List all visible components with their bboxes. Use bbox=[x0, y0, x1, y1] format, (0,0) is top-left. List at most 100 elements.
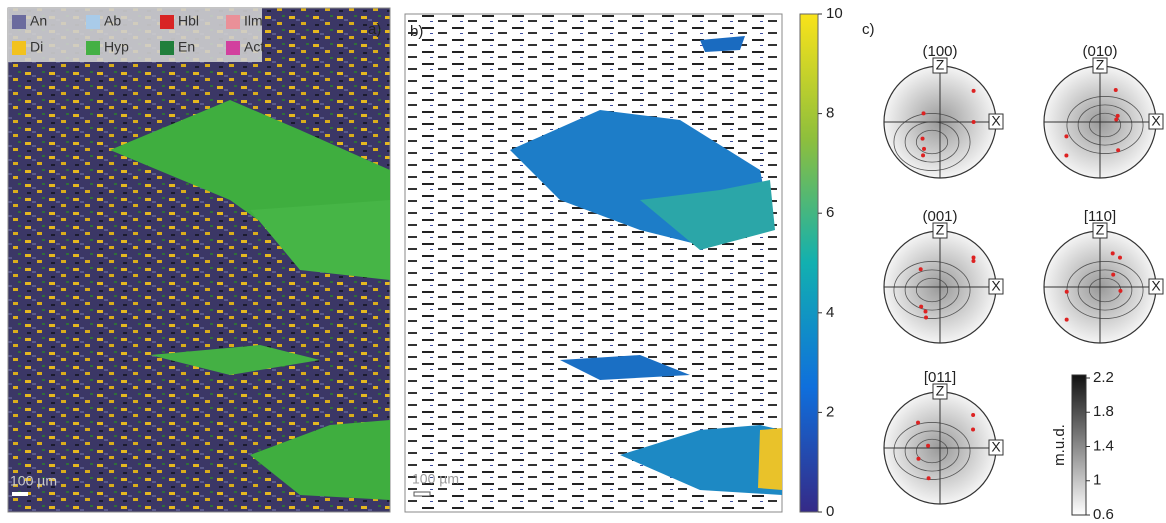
red-point bbox=[916, 456, 921, 461]
red-point bbox=[916, 420, 921, 425]
axis-label-box bbox=[988, 113, 1004, 130]
legend-swatch bbox=[226, 15, 240, 29]
red-point bbox=[921, 153, 926, 158]
pole-figure-title: [110] bbox=[1084, 208, 1116, 225]
axis-label-z: Z bbox=[936, 222, 945, 238]
red-point bbox=[924, 315, 929, 320]
red-point bbox=[1110, 251, 1115, 256]
hyp-grain bbox=[150, 345, 320, 375]
red-point bbox=[1116, 148, 1121, 153]
legend-label: Hbl bbox=[178, 13, 199, 29]
contour bbox=[893, 261, 971, 319]
axis-label-z: Z bbox=[936, 57, 945, 73]
contour bbox=[904, 269, 960, 311]
mud-tick-label: 0.6 bbox=[1093, 506, 1114, 523]
axis-label-x: X bbox=[1151, 278, 1161, 294]
mud-colorbar bbox=[1071, 374, 1087, 516]
axis-label-box bbox=[932, 57, 948, 74]
legend-swatch bbox=[160, 15, 174, 29]
red-point bbox=[1114, 117, 1119, 122]
axis-label-z: Z bbox=[1096, 222, 1105, 238]
axis-label-box bbox=[1092, 222, 1108, 239]
legend-swatch bbox=[226, 41, 240, 55]
mud-tick-label: 2.2 bbox=[1093, 369, 1114, 386]
contour bbox=[915, 277, 949, 303]
red-point bbox=[921, 111, 926, 116]
hyp-grain bbox=[250, 200, 390, 280]
legend-label: Ilm bbox=[244, 13, 263, 29]
contour bbox=[904, 430, 960, 472]
red-point bbox=[922, 146, 927, 151]
red-point bbox=[1064, 153, 1069, 158]
legend-label: En bbox=[178, 39, 195, 55]
contour bbox=[893, 422, 971, 480]
contour bbox=[1077, 269, 1133, 311]
colorbar-tick-label: 4 bbox=[826, 304, 834, 321]
red-point bbox=[920, 136, 925, 141]
scale-bar-label: 100 µm bbox=[10, 473, 57, 489]
axis-label-box bbox=[1148, 278, 1164, 295]
red-point bbox=[971, 427, 976, 432]
pole-figure-title: (010) bbox=[1082, 43, 1117, 60]
legend-swatch bbox=[86, 15, 100, 29]
red-point bbox=[1064, 317, 1069, 322]
red-point bbox=[1111, 272, 1116, 277]
scale-bar bbox=[413, 491, 431, 497]
red-point bbox=[971, 88, 976, 93]
red-point bbox=[971, 120, 976, 124]
axis-label-z: Z bbox=[936, 383, 945, 399]
axis-label-box bbox=[1148, 113, 1164, 130]
colorbar bbox=[799, 13, 819, 513]
pole-figure-title: [011] bbox=[924, 369, 956, 386]
red-point bbox=[1113, 88, 1118, 93]
scale-bar-label: 100 µm bbox=[412, 471, 459, 487]
axis-label-x: X bbox=[991, 439, 1001, 455]
red-point bbox=[1064, 289, 1069, 294]
axis-label-box bbox=[932, 222, 948, 239]
red-point bbox=[926, 443, 931, 448]
colorbar-tick-label: 6 bbox=[826, 204, 834, 221]
hyp-grain bbox=[250, 420, 390, 500]
legend-label: Di bbox=[30, 39, 43, 55]
axis-label-z: Z bbox=[1096, 57, 1105, 73]
red-point bbox=[971, 255, 976, 260]
contour bbox=[915, 129, 949, 155]
legend-label: Ab bbox=[104, 13, 121, 29]
axis-label-box bbox=[988, 278, 1004, 295]
red-point bbox=[1064, 134, 1069, 139]
grain bbox=[620, 425, 782, 495]
red-point bbox=[1117, 255, 1122, 260]
red-point bbox=[919, 304, 924, 309]
red-point bbox=[1118, 288, 1123, 293]
legend-swatch bbox=[160, 41, 174, 55]
axis-label-box bbox=[988, 439, 1004, 456]
red-point bbox=[971, 259, 976, 264]
contour bbox=[1066, 96, 1144, 154]
colorbar-tick-label: 10 bbox=[826, 5, 843, 22]
legend-label: Act bbox=[244, 39, 264, 55]
legend-box bbox=[8, 8, 262, 62]
legend-label: Hyp bbox=[104, 39, 129, 55]
red-point bbox=[971, 413, 976, 418]
axis-label-x: X bbox=[1151, 113, 1161, 129]
pole-figure-title: (100) bbox=[922, 43, 957, 60]
legend-swatch bbox=[86, 41, 100, 55]
red-point bbox=[926, 476, 931, 481]
mud-tick-label: 1 bbox=[1093, 472, 1101, 489]
contour bbox=[1077, 104, 1133, 146]
scale-bar bbox=[12, 492, 28, 496]
panel-label: c) bbox=[862, 21, 875, 38]
panel-label: b) bbox=[410, 23, 423, 40]
colorbar-tick-label: 0 bbox=[826, 503, 834, 520]
colorbar-tick-label: 2 bbox=[826, 403, 834, 420]
contour bbox=[1088, 112, 1122, 138]
contour bbox=[915, 438, 949, 464]
legend-swatch bbox=[12, 41, 26, 55]
grain bbox=[640, 180, 775, 250]
axis-label-box bbox=[1092, 57, 1108, 74]
contour bbox=[893, 113, 971, 171]
colorbar-tick-label: 8 bbox=[826, 105, 834, 122]
red-point bbox=[918, 267, 923, 272]
axis-label-box bbox=[932, 383, 948, 400]
